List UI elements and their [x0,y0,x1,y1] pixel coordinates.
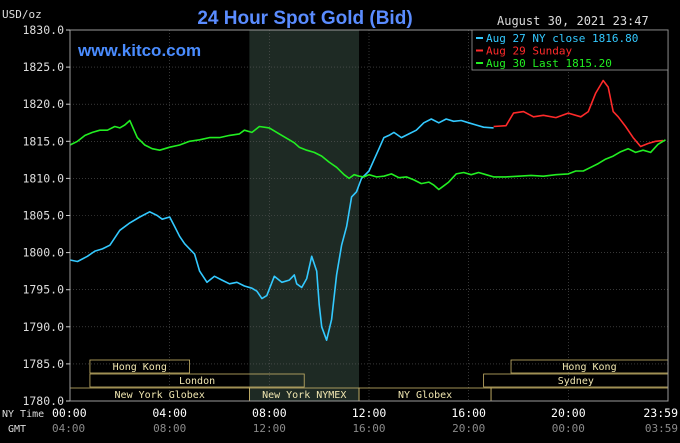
market-session-label: New York Globex [115,390,205,401]
x-tick-label-nytime: 08:00 [252,406,287,420]
legend-box [471,29,669,71]
y-tick-label: 1830.0 [22,23,64,37]
axis-row-label-nytime: NY Time [2,409,44,420]
x-tick-label-nytime: 04:00 [152,406,187,420]
legend-entry: Aug 27 NY close 1816.80 [486,32,638,45]
market-session-label: Hong Kong [562,362,616,373]
x-tick-label-gmt: 16:00 [352,422,385,435]
legend-entry: Aug 29 Sunday [486,45,572,58]
market-session-box [89,373,305,388]
legend-entry: Aug 30 Last 1815.20 [486,57,612,70]
x-tick-label-gmt: 08:00 [153,422,186,435]
y-tick-label: 1785.0 [22,357,64,371]
y-tick-label: 1805.0 [22,209,64,223]
x-tick-label-gmt: 20:00 [452,422,485,435]
series-line [493,79,664,148]
y-tick-label: 1790.0 [22,320,64,334]
market-session-box [89,359,190,374]
y-tick-label: 1795.0 [22,283,64,297]
market-session-label: Hong Kong [113,362,167,373]
y-tick-label: 1800.0 [22,246,64,260]
chart-title: 24 Hour Spot Gold (Bid) [197,8,412,29]
x-tick-label-nytime: 00:00 [52,406,87,420]
series-line [69,119,666,191]
unit-label: USD/oz [2,8,42,21]
y-tick-label: 1815.0 [22,134,64,148]
x-tick-label-nytime: 23:59 [643,406,678,420]
y-tick-label: 1780.0 [22,394,64,408]
market-session-label: London [179,376,215,387]
x-tick-label-gmt: 03:59 [645,422,678,435]
y-tick-label: 1825.0 [22,60,64,74]
axis-row-label-gmt: GMT [8,424,26,435]
x-tick-label-gmt: 00:00 [552,422,585,435]
x-tick-label-gmt: 04:00 [52,422,85,435]
y-tick-label: 1820.0 [22,97,64,111]
market-session-label: Sydney [558,376,594,387]
x-tick-label-nytime: 20:00 [551,406,586,420]
watermark: www.kitco.com [77,41,201,60]
series-line [69,118,494,342]
y-tick-label: 1810.0 [22,171,64,185]
x-tick-label-nytime: 12:00 [352,406,387,420]
x-tick-label-gmt: 12:00 [253,422,286,435]
market-session-label: NY Globex [398,390,452,401]
timestamp: August 30, 2021 23:47 [497,14,649,28]
x-tick-label-nytime: 16:00 [451,406,486,420]
market-session-label: New York NYMEX [262,390,346,401]
